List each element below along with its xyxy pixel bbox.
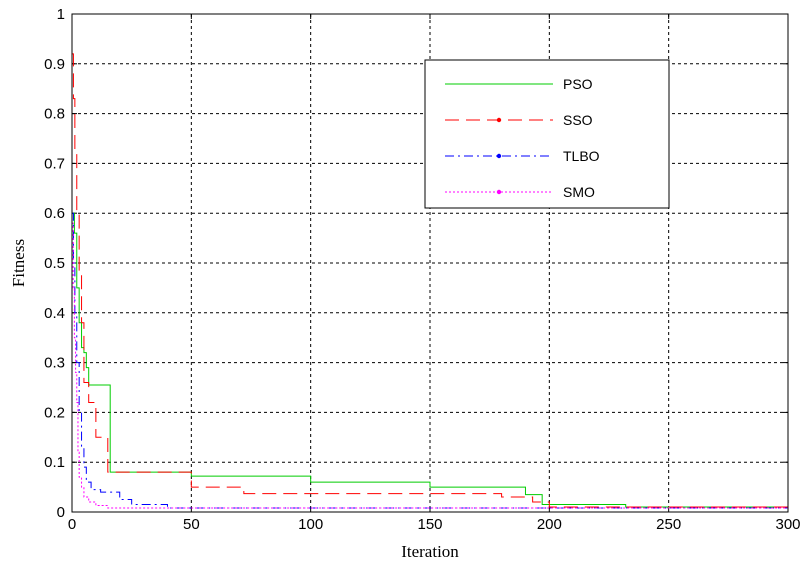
legend-label-sso: SSO xyxy=(563,112,593,128)
y-tick-label: 0.1 xyxy=(44,454,65,471)
x-axis-title: Iteration xyxy=(401,542,459,561)
y-tick-label: 0.2 xyxy=(44,404,65,421)
x-tick-label: 200 xyxy=(537,516,562,533)
y-tick-label: 0.3 xyxy=(44,355,65,372)
y-axis-title: Fitness xyxy=(9,239,28,287)
plot-frame xyxy=(71,13,789,513)
series-layer xyxy=(72,53,788,509)
y-tick-label: 1 xyxy=(57,6,65,23)
legend-box xyxy=(424,59,670,209)
x-tick-label: 300 xyxy=(775,516,800,533)
series-line-sso xyxy=(72,53,788,508)
tick-labels: 0 50 100 150 200 250 300 0 0.1 0.2 0.3 0.4 0.5 0.6 0.7… xyxy=(44,6,800,533)
legend-marker-smo xyxy=(496,189,502,195)
series-line-tlbo xyxy=(72,212,788,509)
series-line-pso xyxy=(72,212,788,508)
y-tick-label: 0.9 xyxy=(44,56,65,73)
y-tick-label: 0.8 xyxy=(44,106,65,123)
legend-label-pso: PSO xyxy=(563,76,593,92)
legend-marker-tlbo xyxy=(496,153,502,159)
y-tick-label: 0.7 xyxy=(44,155,65,172)
legend: PSO SSO TLBO SMO xyxy=(424,59,670,209)
y-tick-label: 0.6 xyxy=(44,205,65,222)
x-tick-label: 100 xyxy=(298,516,323,533)
y-tick-label: 0.5 xyxy=(44,255,65,272)
x-tick-label: 50 xyxy=(183,516,200,533)
y-tick-label: 0 xyxy=(57,504,65,521)
x-tick-label: 250 xyxy=(656,516,681,533)
x-tick-label: 0 xyxy=(68,516,76,533)
series-line-smo xyxy=(72,222,788,509)
legend-label-smo: SMO xyxy=(563,184,595,200)
legend-label-tlbo: TLBO xyxy=(563,148,600,164)
y-tick-label: 0.4 xyxy=(44,305,65,322)
legend-marker-sso xyxy=(496,117,502,123)
x-tick-label: 150 xyxy=(417,516,442,533)
